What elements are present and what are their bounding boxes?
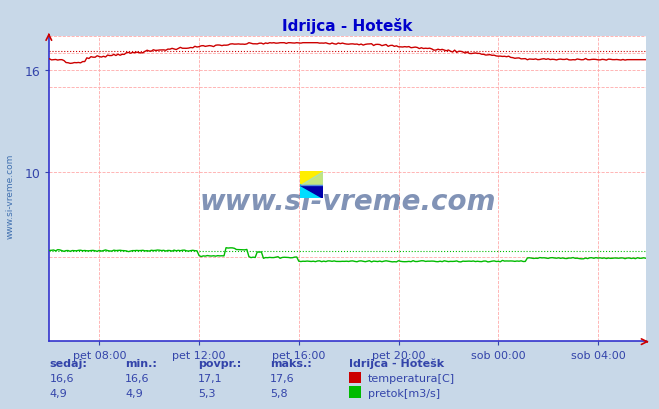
Text: 5,3: 5,3: [198, 388, 215, 398]
Text: maks.:: maks.:: [270, 358, 312, 368]
Polygon shape: [300, 185, 323, 198]
Text: 4,9: 4,9: [125, 388, 143, 398]
Text: www.si-vreme.com: www.si-vreme.com: [5, 154, 14, 239]
Bar: [300, 172, 323, 185]
Text: 5,8: 5,8: [270, 388, 288, 398]
Title: Idrijca - Hotešk: Idrijca - Hotešk: [282, 18, 413, 34]
Text: 17,1: 17,1: [198, 373, 222, 383]
Text: 17,6: 17,6: [270, 373, 295, 383]
Text: 4,9: 4,9: [49, 388, 67, 398]
Text: www.si-vreme.com: www.si-vreme.com: [200, 187, 496, 215]
Text: 16,6: 16,6: [125, 373, 150, 383]
Text: temperatura[C]: temperatura[C]: [368, 373, 455, 383]
Polygon shape: [300, 172, 323, 185]
Polygon shape: [300, 185, 323, 198]
Text: 16,6: 16,6: [49, 373, 74, 383]
Text: min.:: min.:: [125, 358, 157, 368]
Text: Idrijca - Hotešk: Idrijca - Hotešk: [349, 357, 444, 368]
Text: pretok[m3/s]: pretok[m3/s]: [368, 388, 440, 398]
Text: povpr.:: povpr.:: [198, 358, 241, 368]
Text: sedaj:: sedaj:: [49, 358, 87, 368]
